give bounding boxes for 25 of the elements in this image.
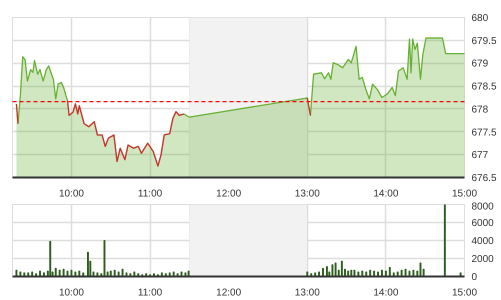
y-tick-label: 678 (472, 104, 489, 116)
x-tick-label: 13:00 (294, 288, 320, 298)
y-tick-label: 679.5 (472, 36, 497, 47)
y-tick-label: 8000 (472, 202, 494, 212)
x-tick-label: 14:00 (373, 288, 399, 298)
y-tick-label: 6000 (472, 218, 494, 229)
x-tick-label: 14:00 (373, 188, 399, 200)
y-tick-label: 677 (472, 150, 489, 162)
y-tick-label: 4000 (472, 236, 494, 247)
x-tick-label: 10:00 (58, 188, 84, 200)
x-tick-label: 13:00 (294, 188, 320, 200)
x-tick-label: 12:00 (216, 188, 242, 200)
y-tick-label: 679 (472, 58, 489, 70)
y-tick-label: 0 (472, 272, 478, 283)
y-tick-label: 680 (472, 13, 489, 24)
y-tick-label: 676.5 (472, 173, 497, 184)
x-tick-label: 11:00 (138, 188, 163, 200)
x-tick-label: 10:00 (58, 288, 84, 298)
y-tick-label: 678.5 (472, 82, 497, 93)
y-tick-label: 2000 (472, 254, 494, 265)
y-tick-label: 677.5 (472, 127, 497, 138)
x-tick-label: 15:00 (452, 188, 478, 200)
x-tick-label: 12:00 (216, 288, 242, 298)
x-tick-label: 15:00 (452, 288, 478, 298)
x-tick-label: 11:00 (138, 288, 163, 298)
